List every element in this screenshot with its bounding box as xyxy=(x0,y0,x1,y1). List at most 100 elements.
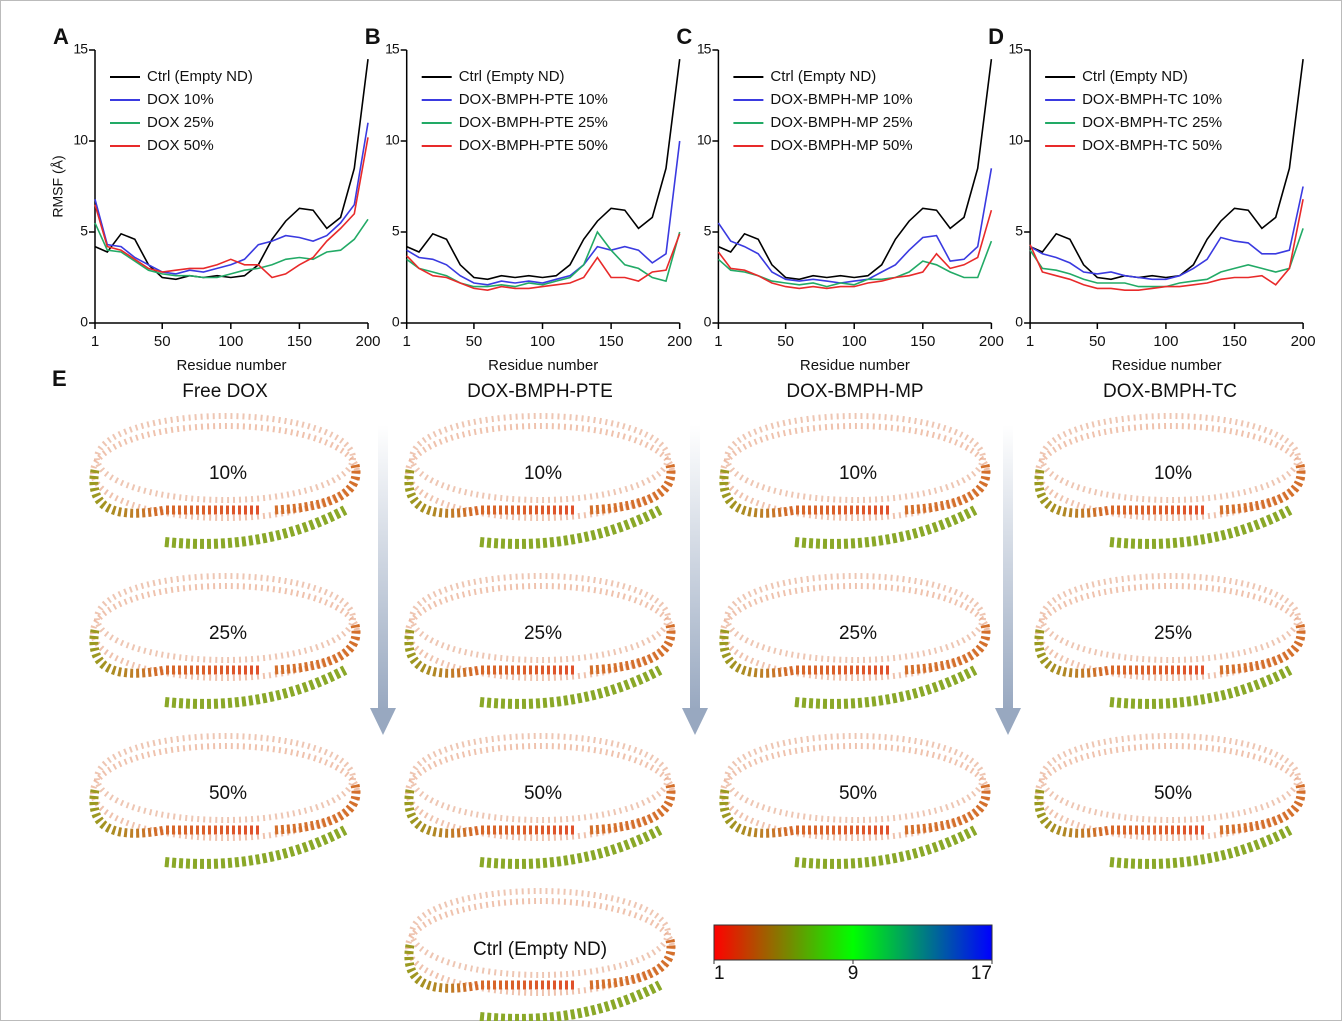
protein-ring xyxy=(1034,733,1306,869)
column-title: DOX-BMPH-PTE xyxy=(467,381,613,402)
ring-front xyxy=(479,665,663,709)
x-tick-label: 200 xyxy=(979,333,1004,350)
x-tick-label: 50 xyxy=(466,333,483,350)
series-line xyxy=(717,209,993,290)
percent-label: 50% xyxy=(1154,783,1192,804)
ring-front xyxy=(274,783,361,835)
ring-front xyxy=(164,825,348,869)
series-line xyxy=(717,240,993,288)
protein-ring xyxy=(89,573,361,709)
protein-ring xyxy=(1034,573,1306,709)
column-title: Free DOX xyxy=(182,381,268,402)
x-axis-label: Residue number xyxy=(800,357,910,374)
y-tick-label: 5 xyxy=(392,223,400,239)
y-tick-label: 10 xyxy=(1009,132,1024,148)
series-line xyxy=(1029,59,1304,281)
legend-label: DOX-BMPH-MP 25% xyxy=(770,114,912,131)
y-tick-label: 0 xyxy=(392,314,400,330)
series-line xyxy=(718,59,993,281)
x-tick-label: 50 xyxy=(154,333,171,350)
y-axis-label: RMSF (Å) xyxy=(50,155,66,217)
legend-label: DOX-BMPH-TC 25% xyxy=(1082,114,1222,131)
percent-label: 10% xyxy=(524,463,562,484)
protein-ring xyxy=(719,413,991,549)
x-tick-label: 1 xyxy=(714,333,722,350)
legend-label: DOX 10% xyxy=(147,91,214,108)
y-tick-label: 10 xyxy=(385,132,400,148)
x-tick-label: 1 xyxy=(1026,333,1034,350)
panel-label: D xyxy=(988,24,1004,49)
y-tick-label: 15 xyxy=(1009,41,1024,57)
x-tick-label: 100 xyxy=(842,333,867,350)
legend-label: DOX-BMPH-MP 10% xyxy=(770,91,912,108)
y-tick-label: 0 xyxy=(704,314,712,330)
ring-front xyxy=(404,944,575,993)
arrow-head xyxy=(370,708,396,735)
series-line xyxy=(94,218,369,279)
ring-front xyxy=(1109,505,1293,549)
protein-ring xyxy=(404,888,676,1021)
ring-front xyxy=(1219,623,1306,675)
ring-front xyxy=(1034,789,1205,838)
ring-front xyxy=(89,629,260,678)
x-tick-label: 1 xyxy=(91,333,99,350)
ring-front xyxy=(1219,783,1306,835)
ring-front xyxy=(794,825,978,869)
series-line xyxy=(406,230,681,288)
series-line xyxy=(94,122,369,275)
ring-front xyxy=(904,783,991,835)
legend-label: DOX-BMPH-MP 50% xyxy=(770,137,912,154)
legend-label: DOX-BMPH-TC 10% xyxy=(1082,91,1222,108)
series-line xyxy=(406,59,681,281)
protein-ring xyxy=(1034,413,1306,549)
legend-label: Ctrl (Empty ND) xyxy=(1082,68,1188,85)
ring-front xyxy=(719,629,890,678)
colorbar xyxy=(713,924,993,961)
x-tick-label: 200 xyxy=(667,333,692,350)
ring-front xyxy=(479,980,663,1021)
x-tick-label: 150 xyxy=(1222,333,1247,350)
x-tick-label: 200 xyxy=(355,333,380,350)
panel-label: A xyxy=(53,24,69,49)
ring-front xyxy=(404,469,575,518)
panel-label: C xyxy=(676,24,692,49)
legend-label: DOX 50% xyxy=(147,137,214,154)
ring-front xyxy=(479,825,663,869)
percent-label: 10% xyxy=(1154,463,1192,484)
series-line xyxy=(1029,186,1304,281)
x-tick-label: 200 xyxy=(1291,333,1316,350)
protein-ring xyxy=(89,413,361,549)
x-tick-label: 100 xyxy=(218,333,243,350)
legend-label: DOX-BMPH-TC 50% xyxy=(1082,137,1222,154)
ring-front xyxy=(89,469,260,518)
series-line xyxy=(1029,199,1304,291)
arrow-shaft xyxy=(378,425,388,710)
series-line xyxy=(717,168,993,284)
ring-front xyxy=(1034,629,1205,678)
y-tick-label: 10 xyxy=(697,132,712,148)
ring-front xyxy=(1109,665,1293,709)
y-tick-label: 10 xyxy=(73,132,88,148)
y-tick-label: 15 xyxy=(73,41,88,57)
legend-label: DOX-BMPH-PTE 25% xyxy=(459,114,608,131)
protein-ring xyxy=(719,733,991,869)
column-title: DOX-BMPH-MP xyxy=(786,381,923,402)
ring-front xyxy=(719,789,890,838)
colorbar-tick-label: 1 xyxy=(714,963,725,984)
series-line xyxy=(94,59,369,281)
series-line xyxy=(94,137,369,279)
ring-front xyxy=(589,938,676,990)
percent-label: 50% xyxy=(209,783,247,804)
arrow-shaft xyxy=(1003,425,1013,710)
ring-front xyxy=(274,463,361,515)
ring-front xyxy=(794,665,978,709)
legend-label: Ctrl (Empty ND) xyxy=(459,68,565,85)
control-label: Ctrl (Empty ND) xyxy=(473,939,607,960)
x-tick-label: 1 xyxy=(403,333,411,350)
y-tick-label: 5 xyxy=(1015,223,1023,239)
x-tick-label: 50 xyxy=(1089,333,1106,350)
series-line xyxy=(406,140,681,286)
percent-label: 25% xyxy=(524,623,562,644)
x-tick-label: 100 xyxy=(1153,333,1178,350)
